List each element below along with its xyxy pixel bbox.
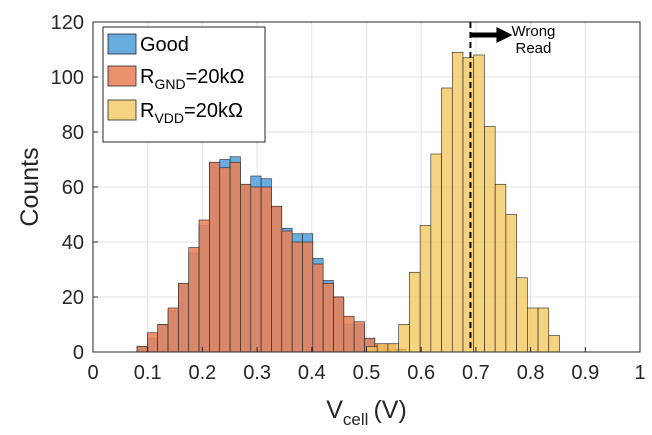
bar-rgnd-12 <box>260 186 272 353</box>
bar-rvdd-15 <box>527 307 539 353</box>
x-axis-title-sub: cell <box>343 410 369 429</box>
x-tick-label-9: 0.9 <box>571 362 599 384</box>
legend-rvdd-sub: VDD <box>154 110 184 126</box>
bar-rvdd-5 <box>419 225 432 353</box>
legend-label-good: Good <box>140 34 189 56</box>
y-tick-label-5: 100 <box>51 67 84 89</box>
x-axis-title-unit: (V) <box>373 396 406 424</box>
bar-rvdd-2 <box>387 343 399 353</box>
legend-label-rgnd: RGND=20kΩ <box>140 66 245 92</box>
bar-rgnd-3 <box>167 307 179 353</box>
legend-label-rvdd: RVDD=20kΩ <box>140 100 243 126</box>
bar-rgnd-6 <box>198 219 210 353</box>
bar-rvdd-17 <box>548 335 560 353</box>
legend-swatch-rvdd <box>107 99 137 121</box>
legend-rgnd-rest: =20kΩ <box>186 66 245 88</box>
x-tick-label-5: 0.5 <box>353 362 381 384</box>
bar-rgnd-20 <box>343 315 355 353</box>
x-tick-label-4: 0.4 <box>298 362 326 384</box>
annotation-read: Read <box>516 40 552 57</box>
legend-good-main: Good <box>140 34 189 56</box>
bar-rgnd-21 <box>353 321 365 353</box>
y-tick-label-2: 40 <box>62 232 84 254</box>
bar-rvdd-9 <box>462 57 475 353</box>
bar-rgnd-5 <box>188 247 200 353</box>
bar-rgnd-16 <box>302 241 314 353</box>
x-axis-title: Vcell (V) <box>326 396 407 429</box>
bar-rgnd-15 <box>291 241 303 353</box>
bar-rvdd-6 <box>430 153 442 353</box>
bar-rgnd-10 <box>240 183 252 353</box>
bars <box>136 51 560 353</box>
x-axis-ticks: 0 0.1 0.2 0.3 0.4 0.5 0.6 0.7 0.8 0.9 1 <box>87 347 646 384</box>
bar-rvdd-0 <box>366 346 378 353</box>
bar-rvdd-11 <box>484 126 496 353</box>
bar-rgnd-14 <box>281 230 293 353</box>
bar-rvdd-7 <box>441 87 453 353</box>
legend-rvdd-main: R <box>140 100 154 122</box>
x-tick-label-0: 0 <box>87 362 98 384</box>
bar-rgnd-0 <box>136 346 148 353</box>
x-tick-label-6: 0.6 <box>407 362 435 384</box>
bar-rgnd-4 <box>178 282 190 353</box>
series-rgnd <box>136 161 407 353</box>
bar-rvdd-16 <box>537 307 550 353</box>
y-axis-ticks: 0 20 40 60 80 100 120 <box>51 12 98 364</box>
legend-swatch-good <box>107 33 137 55</box>
bar-rvdd-1 <box>376 343 389 353</box>
y-tick-label-3: 60 <box>62 177 84 199</box>
bar-rvdd-8 <box>451 51 464 353</box>
y-tick-label-6: 120 <box>51 12 84 34</box>
x-tick-label-8: 0.8 <box>517 362 545 384</box>
legend-rvdd-rest: =20kΩ <box>184 100 243 122</box>
bar-rgnd-2 <box>157 324 169 353</box>
bar-rgnd-19 <box>333 296 345 353</box>
bar-rgnd-13 <box>271 205 283 353</box>
legend-rgnd-main: R <box>140 66 154 88</box>
x-axis-title-main: V <box>326 396 343 424</box>
bar-rvdd-3 <box>398 324 410 353</box>
arrow-head-icon <box>496 27 513 43</box>
y-axis-title: Counts <box>16 147 44 226</box>
bar-rgnd-1 <box>147 332 159 353</box>
bar-rvdd-13 <box>505 214 517 353</box>
x-tick-label-10: 1 <box>634 362 645 384</box>
bar-rgnd-7 <box>209 161 221 353</box>
bar-rgnd-11 <box>250 186 262 353</box>
bar-rgnd-8 <box>219 167 231 353</box>
series-rvdd <box>366 51 560 353</box>
x-tick-label-3: 0.3 <box>243 362 271 384</box>
bar-rgnd-18 <box>322 282 334 353</box>
bar-rvdd-14 <box>516 277 528 353</box>
legend-swatch-rgnd <box>107 65 137 87</box>
bar-rvdd-10 <box>473 54 485 353</box>
x-tick-label-7: 0.7 <box>462 362 490 384</box>
y-tick-label-1: 20 <box>62 287 84 309</box>
x-tick-label-1: 0.1 <box>134 362 162 384</box>
legend-rgnd-sub: GND <box>154 76 185 92</box>
bar-rvdd-4 <box>409 271 421 353</box>
annotation-wrong: Wrong <box>511 23 555 40</box>
y-tick-label-4: 80 <box>62 122 84 144</box>
bar-rgnd-9 <box>229 161 241 353</box>
y-tick-label-0: 0 <box>73 342 84 364</box>
bar-rvdd-12 <box>494 183 507 353</box>
bar-rgnd-17 <box>312 263 324 353</box>
legend: Good RGND=20kΩ RVDD=20kΩ <box>102 26 266 143</box>
x-tick-label-2: 0.2 <box>188 362 216 384</box>
